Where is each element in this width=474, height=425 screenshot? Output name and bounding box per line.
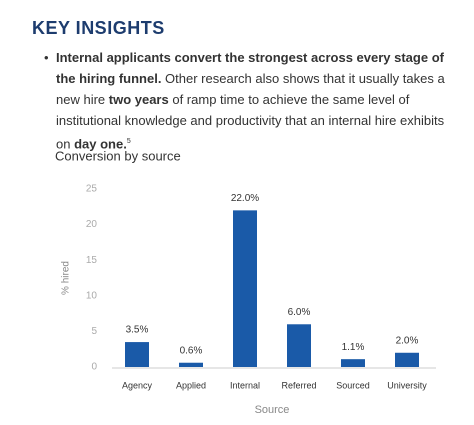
text-run: of ramp time to achieve the same level o… [56, 92, 445, 152]
bar [233, 210, 257, 367]
text-run: day one. [74, 136, 127, 152]
y-tick-label: 5 [91, 326, 97, 337]
text-run: two years [108, 92, 169, 107]
y-tick-label: 25 [86, 184, 98, 195]
value-label: 22.0% [231, 193, 259, 204]
y-tick-label: 15 [86, 255, 98, 266]
y-tick-label: 0 [91, 362, 97, 373]
y-tick-label: 20 [86, 219, 98, 230]
chart-title: Conversion by source [55, 148, 181, 163]
x-tick-label: Internal [230, 380, 260, 390]
bar [395, 352, 419, 367]
x-tick-label: Sourced [336, 380, 370, 390]
x-tick-label: Referred [281, 380, 316, 390]
x-tick-label: University [387, 380, 427, 390]
section-title: KEY INSIGHTS [32, 18, 165, 38]
y-tick-label: 10 [86, 290, 98, 301]
x-tick-label: Applied [176, 380, 206, 390]
bar [287, 324, 311, 367]
x-axis-label: Source [255, 404, 290, 416]
bar [341, 359, 365, 367]
bar [125, 342, 149, 367]
value-label: 3.5% [126, 325, 149, 336]
value-label: 2.0% [396, 335, 419, 346]
text-run: Other research also shows that it usuall… [56, 71, 445, 107]
value-label: 1.1% [342, 342, 365, 353]
y-axis-label: % hired [61, 261, 72, 295]
bullet-marker: • [44, 50, 49, 65]
x-tick-label: Agency [122, 380, 153, 390]
bullet-text: Internal applicants convert the stronges… [56, 47, 451, 154]
value-label: 6.0% [288, 307, 311, 318]
text-run: Internal applicants convert the stronges… [56, 50, 444, 86]
value-label: 0.6% [180, 345, 203, 356]
footnote-ref: 5 [126, 138, 131, 145]
bar [179, 362, 203, 367]
